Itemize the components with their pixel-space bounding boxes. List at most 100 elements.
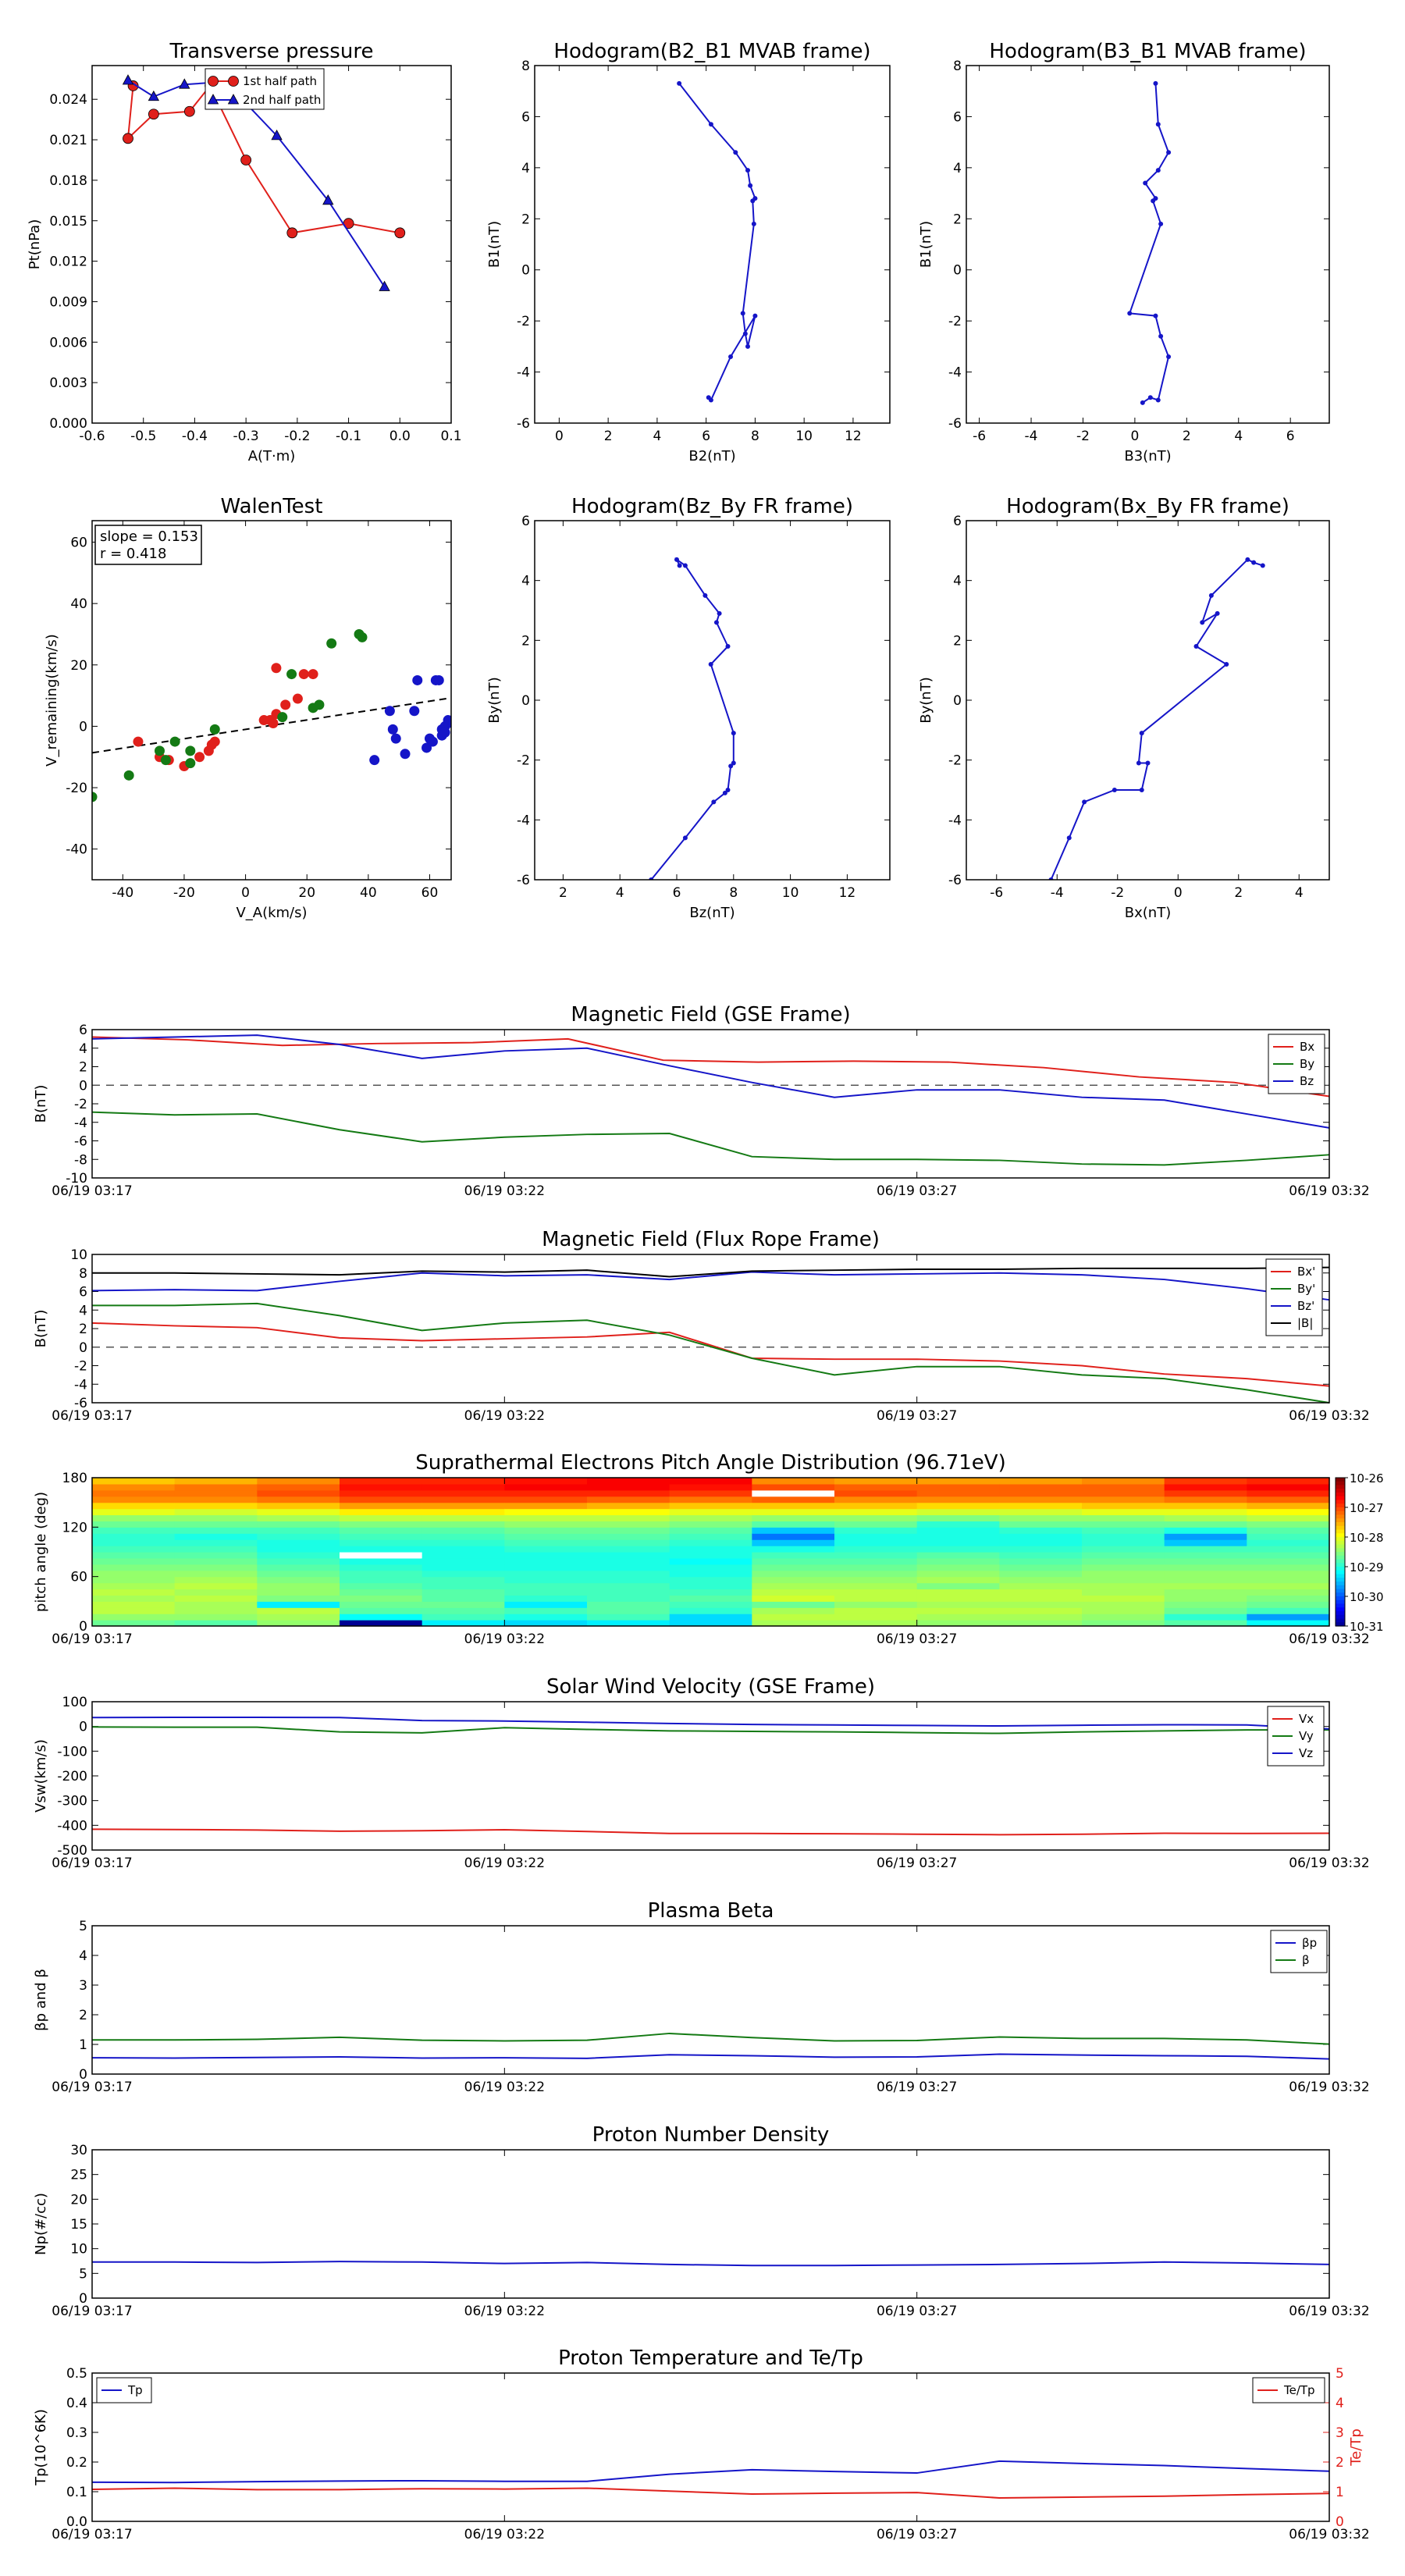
legend-marker [207,94,219,105]
x-axis-label: B3(nT) [1124,448,1171,464]
plot-area [649,557,736,880]
data-point [1066,835,1072,841]
legend-box [1270,1930,1328,1973]
plot-frame [966,520,1330,881]
heatmap-cell [834,1614,918,1621]
heatmap-cell [340,1478,423,1485]
heatmap-cell [999,1496,1083,1503]
heatmap-cell [504,1533,588,1540]
data-point [412,674,423,685]
heatmap-cell [669,1496,752,1503]
colorbar-segment [1336,1529,1345,1534]
heatmap-cell [1164,1508,1247,1516]
heatmap-cell [504,1564,588,1571]
heatmap-cell [504,1496,588,1503]
heatmap-cell [174,1564,258,1571]
heatmap-cell [174,1557,258,1565]
x-tick-label: 06/19 03:17 [52,1631,132,1647]
heatmap-cell [669,1576,752,1584]
heatmap-cell [916,1502,1000,1510]
data-point [752,313,758,318]
colorbar-segment [1336,1555,1345,1560]
heatmap-cell [1247,1502,1330,1510]
data-point [717,610,722,616]
plot-frame [91,2372,1330,2522]
data-point [390,733,401,744]
legend-label: Bz [1300,1074,1314,1088]
heatmap-cell [669,1539,752,1546]
heatmap-cell [1082,1521,1165,1528]
chart-hodogram_bz_by: Hodogram(Bz_By FR frame) 2 4 6 8 10 12 -6 -4 -2 0 2… [486,495,891,921]
colorbar-segment [1336,1567,1345,1571]
heatmap-cell [1164,1478,1247,1485]
y-tick-label: -2 [74,1359,87,1375]
data-point [728,354,734,359]
series-line [650,557,735,880]
data-point [722,790,727,795]
colorbar-segment [1336,1582,1345,1586]
heatmap-cell [504,1607,588,1614]
heatmap-cell [504,1489,588,1497]
colorbar-segment [1336,1510,1345,1516]
data-point [148,109,159,120]
data-point [1200,620,1205,625]
heatmap-cell [92,1576,176,1584]
y-tick-label: 2 [79,1060,87,1076]
heatmap-cell [504,1502,588,1510]
stats-text: r = 0.418 [100,546,166,562]
colorbar-segment [1336,1607,1345,1612]
heatmap-cell [999,1527,1083,1534]
colorbar-segment [1336,1493,1345,1497]
x-tick-label: 8 [751,429,759,444]
heatmap-cell [257,1557,340,1565]
data-point [682,835,688,841]
y-right-tick-label: 3 [1336,2425,1344,2441]
heatmap-cell [174,1496,258,1503]
heatmap-cell [257,1496,340,1503]
chart-title: Hodogram(B2_B1 MVAB frame) [553,40,870,63]
data-point [1139,731,1144,736]
colorbar-segment [1336,1622,1345,1627]
y-tick-label: 25 [70,2168,87,2183]
plot-area [677,80,758,403]
heatmap-cell [587,1614,670,1621]
heatmap-cell [834,1552,918,1559]
data-point [308,669,318,680]
colorbar-segment [1336,1574,1345,1578]
y-tick-label: 4 [79,1041,87,1057]
heatmap-cell [340,1527,423,1534]
chart-hodogram_b2_b1: Hodogram(B2_B1 MVAB frame) 0 2 4 6 8 10 12 -6 -4 -… [486,40,891,464]
plot-background [92,1702,1329,1850]
heatmap-cell [174,1552,258,1559]
heatmap-cell [422,1570,505,1578]
chart-temperature: Proton Temperature and Te/Tp 0.0 0.1 0.2 0.3… [33,2347,1370,2542]
heatmap-cell [999,1546,1083,1553]
heatmap-cell [340,1552,423,1559]
x-tick-label: 06/19 03:32 [1289,1183,1369,1199]
heatmap-cell [999,1514,1083,1522]
heatmap-cell [1164,1570,1247,1578]
data-point [1140,400,1145,405]
colorbar-segment [1336,1507,1345,1512]
colorbar-segment [1336,1514,1345,1519]
y-right-tick-label: 2 [1336,2455,1344,2471]
series-line [91,2487,1330,2499]
data-point [384,706,395,717]
heatmap-cell [257,1576,340,1584]
y-tick-label: 60 [70,535,87,551]
y-tick-label: -500 [57,1843,87,1859]
heatmap-cell [587,1564,670,1571]
heatmap-cell [752,1514,835,1522]
heatmap-cell [1247,1546,1330,1553]
data-point [1166,150,1172,155]
heatmap-cell [504,1601,588,1608]
series-line [91,1111,1330,1166]
heatmap-cell [752,1496,835,1503]
heatmap-cell [174,1533,258,1540]
y-tick-label: 5 [79,1919,87,1934]
heatmap-cell [1164,1539,1247,1546]
heatmap-cell [92,1595,176,1602]
heatmap-cell [504,1620,588,1627]
x-tick-label: 06/19 03:22 [464,1183,545,1199]
y-tick-label: 5 [79,2266,87,2282]
